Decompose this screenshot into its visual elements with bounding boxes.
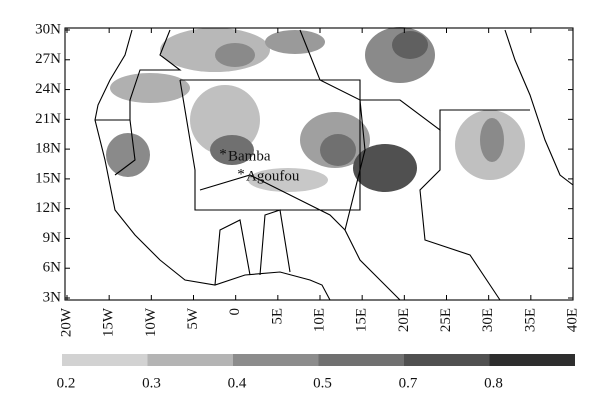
x-tick-label: 5W xyxy=(185,307,201,330)
y-tick-label: 3N xyxy=(43,289,62,305)
site-label: Agoufou xyxy=(246,168,300,184)
colorbar-segment xyxy=(62,354,148,366)
coastlines-borders xyxy=(94,29,574,301)
x-tick-label: 15E xyxy=(354,308,370,332)
y-tick-label: 12N xyxy=(35,200,61,216)
x-tick-label: 30E xyxy=(480,308,496,332)
colorbar-label: 0.5 xyxy=(313,375,332,391)
y-tick-label: 24N xyxy=(35,81,61,97)
x-tick-label: 20E xyxy=(396,308,412,332)
y-tick-label: 9N xyxy=(43,230,62,246)
y-tick-label: 15N xyxy=(35,170,61,186)
x-tick-label: 40E xyxy=(564,308,580,332)
site-marker: * xyxy=(219,146,227,162)
x-tick-label: 25E xyxy=(438,308,454,332)
x-tick-label: 20W xyxy=(58,307,74,337)
y-tick-label: 18N xyxy=(35,141,61,157)
colorbar-segment xyxy=(233,354,319,366)
y-tick-label: 21N xyxy=(35,111,61,127)
site-label: Bamba xyxy=(228,148,271,164)
colorbar-segment xyxy=(318,354,404,366)
x-tick-label: 5E xyxy=(269,308,285,325)
colorbar-label: 0.4 xyxy=(228,375,247,391)
x-tick-label: 10E xyxy=(311,308,327,332)
x-tick-label: 0 xyxy=(227,308,243,316)
map-frame xyxy=(64,27,574,301)
y-tick-label: 30N xyxy=(35,21,61,37)
colorbar-label: 0.3 xyxy=(142,375,161,391)
colorbar-label: 0.8 xyxy=(484,375,503,391)
colorbar-segment xyxy=(404,354,490,366)
x-tick-label: 15W xyxy=(101,307,117,337)
x-tick-label: 10W xyxy=(143,307,159,337)
y-tick-label: 6N xyxy=(43,260,62,276)
colorbar-segment xyxy=(489,354,575,366)
y-tick-label: 27N xyxy=(35,51,61,67)
shading xyxy=(106,27,525,192)
colorbar-label: 0.7 xyxy=(399,375,418,391)
colorbar-label: 0.2 xyxy=(57,375,76,391)
colorbar-segment xyxy=(147,354,233,366)
x-tick-label: 35E xyxy=(522,308,538,332)
site-marker: * xyxy=(237,166,245,182)
